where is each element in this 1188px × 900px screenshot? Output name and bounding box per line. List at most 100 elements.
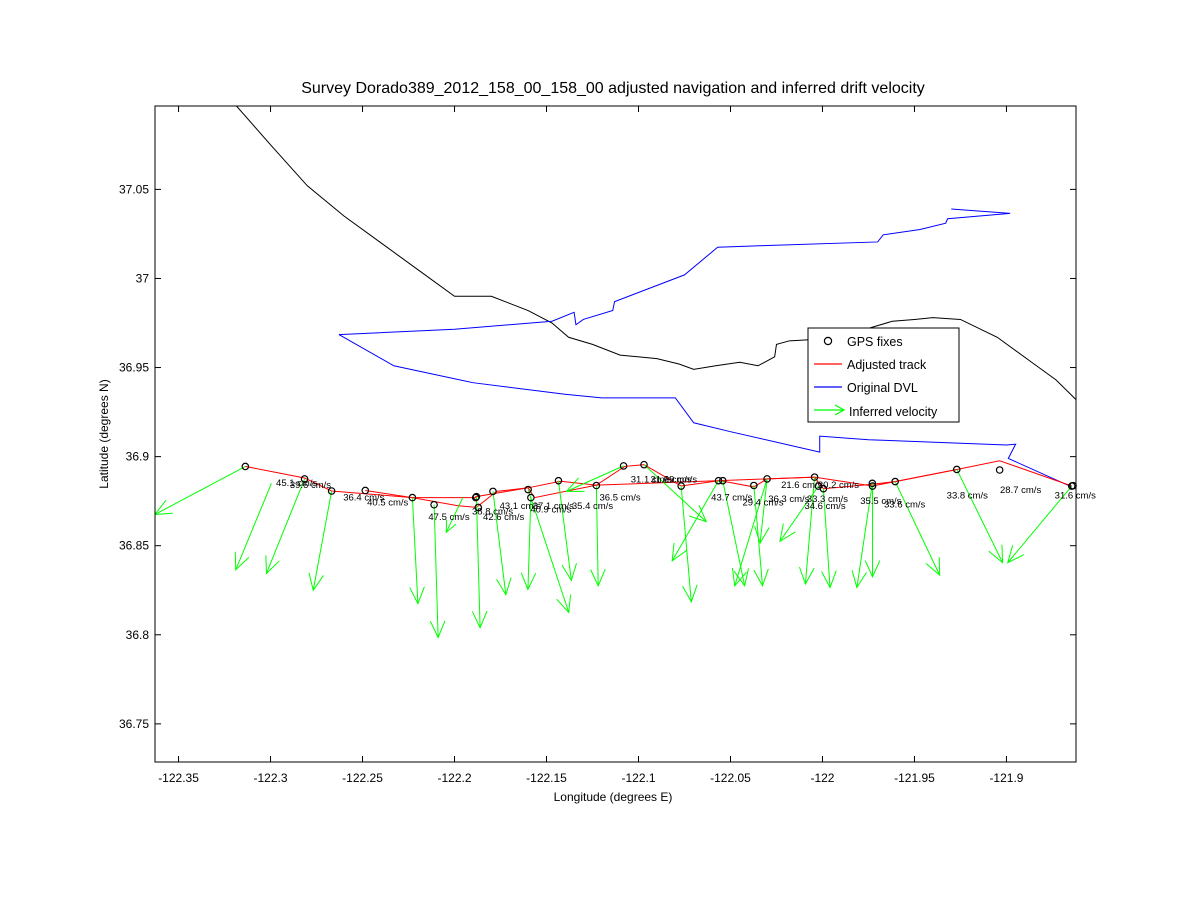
- velocity-arrow-shaft: [566, 465, 624, 492]
- velocity-label: 33.3 cm/s: [807, 494, 848, 505]
- velocity-label: 43.7 cm/s: [711, 492, 752, 503]
- x-tick-label: -122.2: [438, 771, 472, 785]
- velocity-arrow: [308, 490, 333, 592]
- gps-fix-marker: [554, 476, 563, 485]
- velocity-arrow-head: [925, 557, 941, 577]
- velocity-label: 37.1 cm/s: [533, 501, 574, 512]
- velocity-arrow-head: [798, 566, 815, 586]
- velocity-arrow: [894, 481, 941, 577]
- gps-fix-marker: [718, 476, 727, 485]
- velocity-arrow-head: [556, 594, 572, 614]
- velocity-label: 40.9 cm/s: [530, 505, 571, 516]
- velocity-arrow: [471, 496, 488, 629]
- velocity-label: 31.6 cm/s: [650, 474, 691, 485]
- original-dvl-line: [338, 334, 1072, 488]
- velocity-arrow-shaft: [779, 485, 819, 542]
- x-tick-label: -122.1: [621, 771, 655, 785]
- gps-fix-marker: [361, 486, 370, 495]
- velocity-arrow-shaft: [956, 469, 1004, 563]
- velocity-arrow-shaft: [856, 483, 873, 588]
- velocity-arrow-shaft: [671, 480, 719, 562]
- velocity-arrow: [1006, 485, 1073, 564]
- velocity-label: 33.8 cm/s: [947, 490, 988, 501]
- velocity-arrow-shaft: [557, 480, 572, 581]
- y-tick-label: 37: [136, 271, 150, 285]
- gps-fix-marker: [952, 465, 961, 474]
- velocity-arrow-shaft: [475, 496, 481, 628]
- velocity-arrow-shaft: [527, 489, 570, 613]
- legend-velocity-arrow-icon: [814, 404, 846, 416]
- velocity-arrow: [731, 478, 768, 587]
- gps-fix-marker: [750, 481, 758, 490]
- legend: GPS fixes Adjusted track Original DVL In…: [807, 327, 960, 423]
- gps-fix-marker: [430, 500, 438, 509]
- velocity-arrow-head: [851, 570, 867, 589]
- velocity-arrow: [671, 480, 719, 562]
- velocity-arrow: [234, 483, 272, 571]
- gps-fix-marker: [640, 460, 648, 469]
- gps-fix-marker: [327, 487, 336, 495]
- velocity-arrow: [527, 489, 572, 614]
- legend-label-original-dvl: Original DVL: [847, 381, 918, 395]
- velocity-arrow-head: [753, 568, 769, 588]
- velocity-arrow-head: [308, 572, 324, 592]
- velocity-arrow-shaft: [804, 477, 816, 585]
- x-tick-label: -121.95: [894, 771, 935, 785]
- velocity-arrow-head: [565, 477, 585, 492]
- velocity-arrow: [492, 491, 512, 596]
- velocity-label: 29.4 cm/s: [742, 498, 783, 509]
- chart-title: Survey Dorado389_2012_158_00_158_00 adju…: [301, 80, 925, 97]
- velocity-label: 31.1 cm/s: [631, 474, 672, 485]
- velocity-arrow-shaft: [680, 485, 692, 602]
- velocity-label: 35.5 cm/s: [860, 496, 901, 507]
- velocity-arrow-shaft: [312, 490, 333, 591]
- velocity-label: 28.7 cm/s: [1000, 485, 1041, 496]
- velocity-arrow-head: [671, 542, 688, 562]
- velocity-arrow: [565, 465, 624, 492]
- gps-fix-marker: [489, 487, 497, 496]
- velocity-arrow-shaft: [433, 504, 439, 638]
- velocity-label: 35.4 cm/s: [572, 501, 613, 512]
- velocity-label: 45.1 cm/s: [276, 478, 317, 489]
- velocity-label-layer: 45.1 cm/s39.6 cm/s 36.4 cm/s40.5 cm/s 47.5…: [276, 474, 1096, 522]
- velocity-arrow-head: [409, 586, 425, 605]
- y-tick-label: 37.05: [119, 182, 149, 196]
- velocity-arrow-head: [590, 569, 606, 588]
- velocity-arrow-head: [988, 544, 1004, 564]
- velocity-arrow: [429, 504, 446, 639]
- velocity-label: 42.6 cm/s: [483, 512, 524, 523]
- velocity-arrow-head: [682, 584, 698, 604]
- velocity-arrow-shaft: [822, 488, 831, 588]
- velocity-arrow: [590, 485, 606, 588]
- velocity-label: 38.8 cm/s: [472, 507, 513, 518]
- x-axis-label: Longitude (degrees E): [554, 790, 673, 804]
- velocity-arrow: [265, 478, 306, 575]
- velocity-arrow-head: [445, 519, 457, 534]
- velocity-arrow-shaft: [492, 491, 507, 595]
- velocity-arrow-head: [821, 570, 837, 589]
- y-axis: 36.75 36.8 36.85 36.9 36.95 37 37.05: [119, 182, 1076, 731]
- velocity-arrow-head: [864, 560, 881, 579]
- gps-fix-marker: [868, 482, 877, 490]
- gps-fix-marker: [819, 484, 828, 493]
- gps-fix-marker: [527, 493, 535, 502]
- y-tick-label: 36.9: [126, 450, 150, 464]
- velocity-arrow-head: [754, 525, 770, 545]
- velocity-arrow: [864, 486, 881, 579]
- velocity-label: 33.6 cm/s: [884, 499, 925, 510]
- velocity-arrow-head: [471, 610, 488, 629]
- velocity-arrow: [557, 480, 577, 582]
- velocity-arrow-head: [1006, 545, 1025, 564]
- velocity-arrow: [680, 485, 698, 604]
- velocity-label: 39.6 cm/s: [290, 480, 331, 491]
- gps-fix-marker: [471, 493, 480, 502]
- gps-fix-layer: [241, 460, 1077, 512]
- velocity-label: 34.6 cm/s: [804, 501, 845, 512]
- velocity-arrow: [821, 488, 837, 589]
- gps-fix-marker: [300, 475, 309, 483]
- velocity-arrow-shaft: [759, 478, 768, 544]
- x-tick-label: -122: [810, 771, 834, 785]
- legend-gps-marker: [823, 336, 833, 346]
- velocity-arrow-head: [731, 567, 747, 587]
